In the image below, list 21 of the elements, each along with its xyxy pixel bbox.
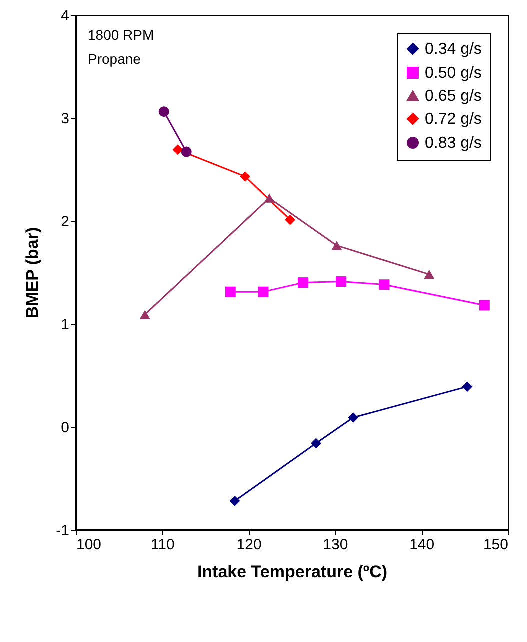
x-tick-label: 120 — [236, 536, 262, 554]
x-tick-label: 140 — [410, 536, 435, 554]
y-tick-label: 1 — [61, 316, 70, 334]
x-axis-title: Intake Temperature (ºC) — [197, 562, 388, 582]
annotation: Propane — [88, 51, 142, 67]
legend-label: 0.65 g/s — [425, 88, 482, 105]
y-tick-label: -1 — [56, 522, 70, 540]
y-tick-label: 0 — [61, 420, 70, 436]
legend-label: 0.83 g/s — [425, 135, 482, 152]
x-tick-label: 110 — [150, 536, 175, 554]
y-tick-label: 4 — [61, 8, 70, 24]
x-tick-label: 100 — [76, 536, 102, 554]
x-tick-label: 130 — [323, 536, 348, 554]
y-axis-title: BMEP (bar) — [23, 227, 42, 319]
x-tick-label: 150 — [483, 536, 508, 554]
y-tick-label: 3 — [61, 110, 70, 128]
legend-label: 0.34 g/s — [425, 41, 482, 58]
legend-label: 0.50 g/s — [425, 65, 482, 82]
y-tick-label: 2 — [61, 214, 70, 230]
legend-label: 0.72 g/s — [425, 111, 482, 128]
annotation: 1800 RPM — [88, 27, 154, 43]
